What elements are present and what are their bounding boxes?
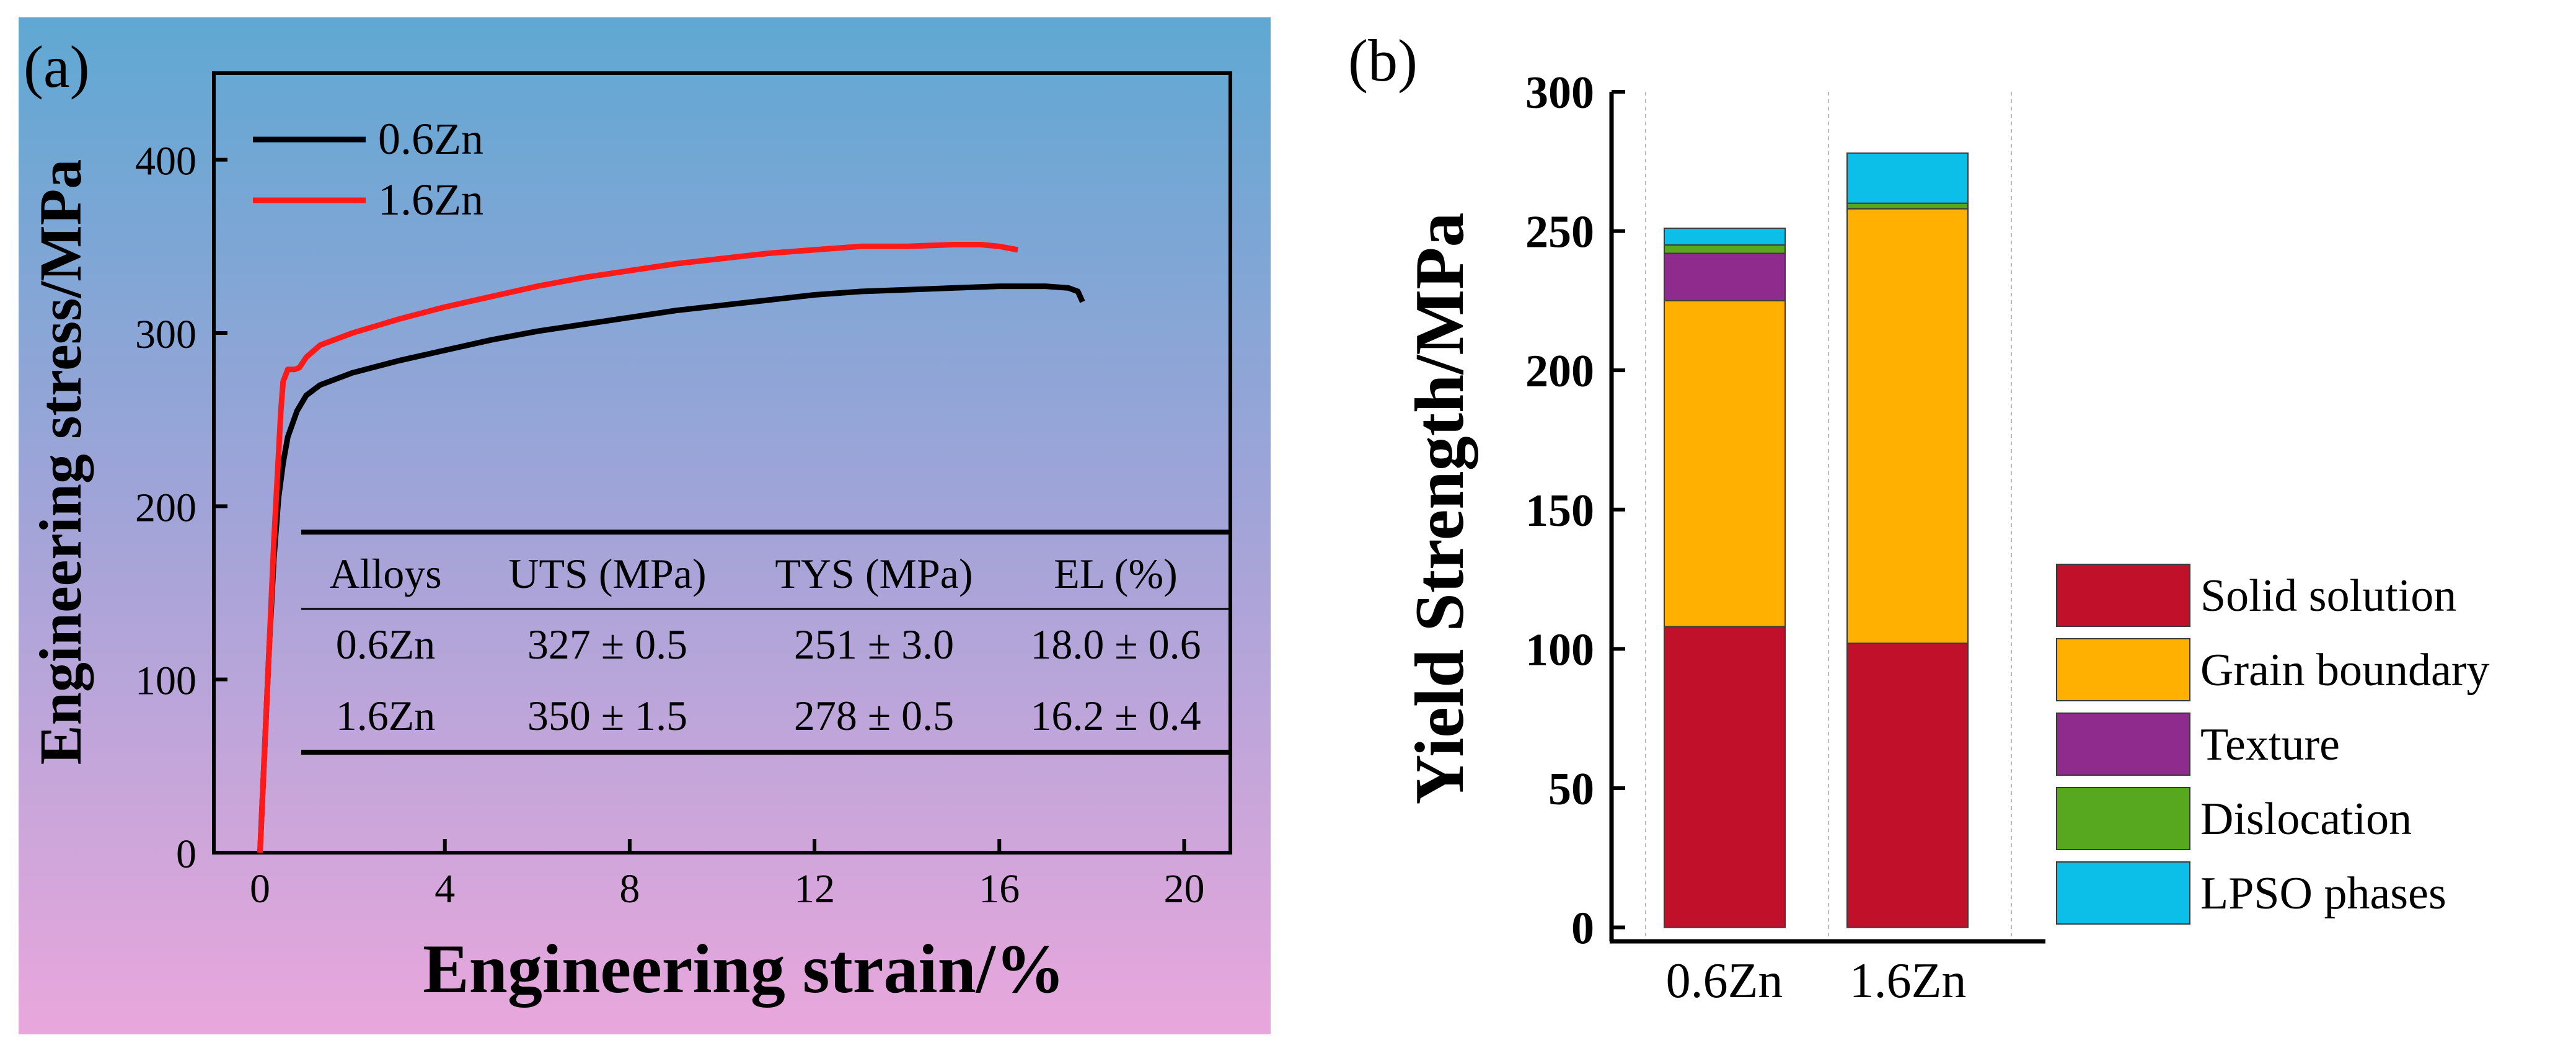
y-axis-title: Yield Strength/MPa <box>1401 212 1478 804</box>
bar-segment-dislocation-0-6zn <box>1664 244 1786 254</box>
y-tick-label: 300 <box>135 312 196 357</box>
series-line-1-6zn <box>257 242 1018 853</box>
legend-label-0-6zn: 0.6Zn <box>378 114 483 164</box>
y-axis-ticks: 0 100 200 300 400 <box>135 139 227 877</box>
x-tick-label: 8 <box>619 866 640 912</box>
table-cell: 18.0 ± 0.6 <box>1030 621 1201 668</box>
table-header-cell: UTS (MPa) <box>508 550 706 597</box>
bar-segment-grain-boundary-1-6zn <box>1846 208 1969 644</box>
category-label: 0.6Zn <box>1666 954 1783 1008</box>
panel-a-plot: 0 100 200 300 400 0 4 8 12 16 20 <box>135 71 1232 912</box>
y-tick-label: 150 <box>1525 486 1594 536</box>
legend-label: LPSO phases <box>2200 868 2446 919</box>
x-tick-label: 16 <box>979 866 1020 912</box>
legend-label-1-6zn: 1.6Zn <box>378 175 483 224</box>
table-header-cell: Alloys <box>329 550 441 597</box>
table-cell: 327 ± 0.5 <box>527 621 687 668</box>
table-cell: 16.2 ± 0.4 <box>1030 692 1201 739</box>
table-header-cell: EL (%) <box>1054 550 1177 597</box>
properties-table: Alloys UTS (MPa) TYS (MPa) EL (%) 0.6Zn … <box>301 530 1230 755</box>
panel-a-background <box>19 17 1271 1034</box>
y-tick-label: 200 <box>135 485 196 530</box>
x-tick-label: 0 <box>250 866 270 912</box>
legend-swatch-texture <box>2056 713 2190 776</box>
category-label: 1.6Zn <box>1850 954 1967 1008</box>
x-tick-label: 20 <box>1163 866 1204 912</box>
legend-swatch-grain-boundary <box>2056 638 2190 701</box>
table-cell: 350 ± 1.5 <box>527 692 687 739</box>
x-axis-ticks: 0 4 8 12 16 20 <box>250 839 1204 912</box>
y-tick-label: 0 <box>176 832 196 877</box>
bar-segment-lpso-phases-1-6zn <box>1846 152 1969 204</box>
y-tick-label: 300 <box>1525 68 1594 118</box>
bar-segment-solid-solution-1-6zn <box>1846 642 1969 928</box>
table-header-cell: TYS (MPa) <box>775 550 973 597</box>
panel-b-legend: Solid solution Grain boundary Texture Dislo… <box>2056 564 2489 925</box>
y-tick-label: 250 <box>1525 207 1594 258</box>
y-tick-label: 100 <box>135 659 196 704</box>
x-tick-label: 12 <box>794 866 835 912</box>
y-tick-label: 0 <box>1571 904 1594 954</box>
panel-b-y-ticks: 0 50 100 150 200 250 300 <box>1525 68 1625 954</box>
bar-segment-grain-boundary-0-6zn <box>1664 300 1786 628</box>
y-tick-label: 50 <box>1548 764 1594 815</box>
table-cell: 278 ± 0.5 <box>794 692 954 739</box>
panel-a: (a) 0 100 200 300 400 0 4 8 12 16 20 Engineering … <box>19 17 1271 1034</box>
panel-b-label: (b) <box>1348 27 1418 94</box>
y-tick-label: 400 <box>135 139 196 184</box>
panel-b: (b) Yield Strength/MPa 0 50 100 150 200 250 30… <box>1348 27 2489 1008</box>
y-tick-label: 100 <box>1525 624 1594 675</box>
legend-label: Texture <box>2200 719 2340 770</box>
x-axis-title: Engineering strain/% <box>423 931 1065 1008</box>
y-axis-title: Engineering stress/MPa <box>27 159 94 765</box>
x-tick-label: 4 <box>434 866 455 912</box>
legend-label: Solid solution <box>2200 571 2456 621</box>
table-cell: 1.6Zn <box>336 692 436 739</box>
panel-a-plot-frame <box>212 71 1232 855</box>
legend-label: Grain boundary <box>2200 645 2489 696</box>
stress-strain-lines <box>257 242 1085 853</box>
legend-swatch-lpso-phases <box>2056 861 2190 925</box>
bar-segment-dislocation-1-6zn <box>1846 202 1969 210</box>
bar-segment-solid-solution-0-6zn <box>1664 626 1786 928</box>
table-cell: 251 ± 3.0 <box>794 621 954 668</box>
bar-segment-lpso-phases-0-6zn <box>1664 228 1786 246</box>
legend-label: Dislocation <box>2200 794 2412 845</box>
legend-swatch-dislocation <box>2056 787 2190 850</box>
panel-b-plot: 0 50 100 150 200 250 300 0.6Zn 1.6Zn <box>1525 68 2045 1008</box>
y-tick-label: 200 <box>1525 346 1594 397</box>
stacked-bars <box>1664 152 1969 928</box>
panel-a-legend: 0.6Zn 1.6Zn <box>253 114 483 224</box>
bar-segment-texture-0-6zn <box>1664 252 1786 301</box>
panel-a-label: (a) <box>24 33 90 100</box>
series-line-0-6zn <box>257 283 1085 853</box>
table-cell: 0.6Zn <box>336 621 436 668</box>
legend-swatch-solid-solution <box>2056 564 2190 627</box>
